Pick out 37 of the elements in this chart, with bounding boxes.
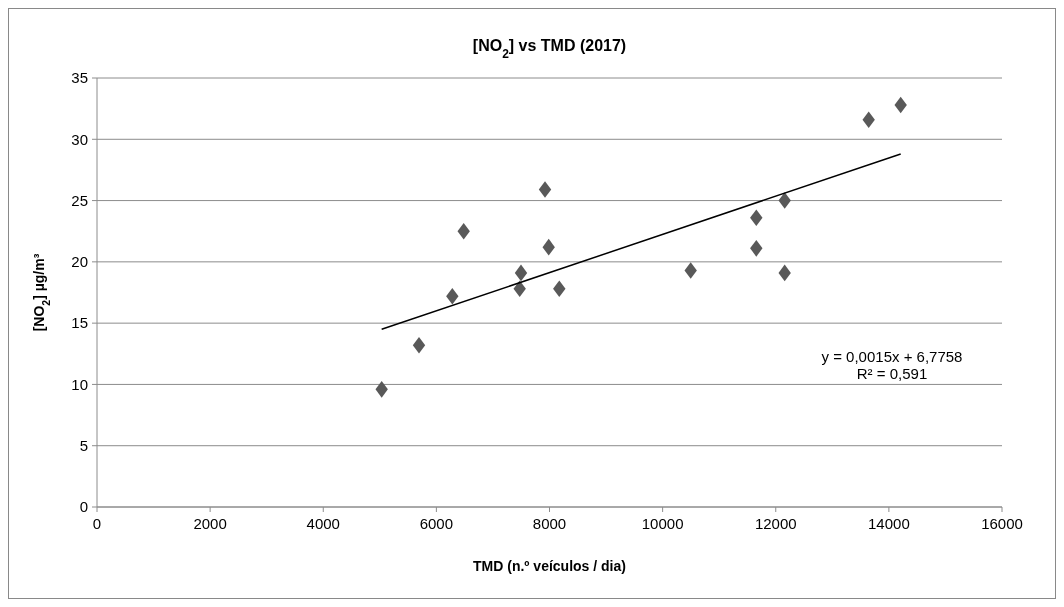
y-tick-label: 30 <box>71 130 88 148</box>
chart-title: [NO$_{2}$] vs TMD (2017) <box>472 37 627 61</box>
point <box>375 381 388 398</box>
point <box>446 287 459 305</box>
point <box>894 96 907 114</box>
y-tick-label: 5 <box>79 436 88 454</box>
point <box>542 238 555 256</box>
point <box>538 181 552 198</box>
x-tick-label: 0 <box>92 515 102 532</box>
annotation: y = 0,0015x + 6,7758 <box>821 348 963 365</box>
point <box>513 280 526 298</box>
point <box>862 111 875 128</box>
y-tick-label: 25 <box>71 191 88 209</box>
y-tick-label: 15 <box>71 314 88 332</box>
annotation: R² = 0,591 <box>856 365 928 382</box>
y-tick-label: 35 <box>71 69 88 87</box>
point <box>778 192 791 209</box>
point <box>750 240 763 257</box>
x-tick-label: 6000 <box>419 515 454 532</box>
x-tick-label: 2000 <box>193 515 227 532</box>
x-tick-label: 12000 <box>754 515 797 532</box>
point <box>553 280 566 298</box>
point <box>684 262 697 279</box>
x-tick-label: 4000 <box>306 515 340 532</box>
point <box>750 209 763 227</box>
x-axis-title: TMD (n.º veículos / dia) <box>473 558 626 574</box>
x-tick-label: 16000 <box>981 515 1023 532</box>
y-tick-label: 0 <box>79 498 88 516</box>
x-tick-label: 14000 <box>868 515 910 532</box>
point <box>412 336 426 354</box>
y-tick-label: 10 <box>71 375 88 393</box>
y-tick-label: 20 <box>71 253 88 271</box>
point <box>457 222 470 240</box>
x-tick-label: 10000 <box>641 515 684 532</box>
point <box>514 264 528 282</box>
point <box>778 264 791 282</box>
x-tick-label: 8000 <box>532 515 567 532</box>
